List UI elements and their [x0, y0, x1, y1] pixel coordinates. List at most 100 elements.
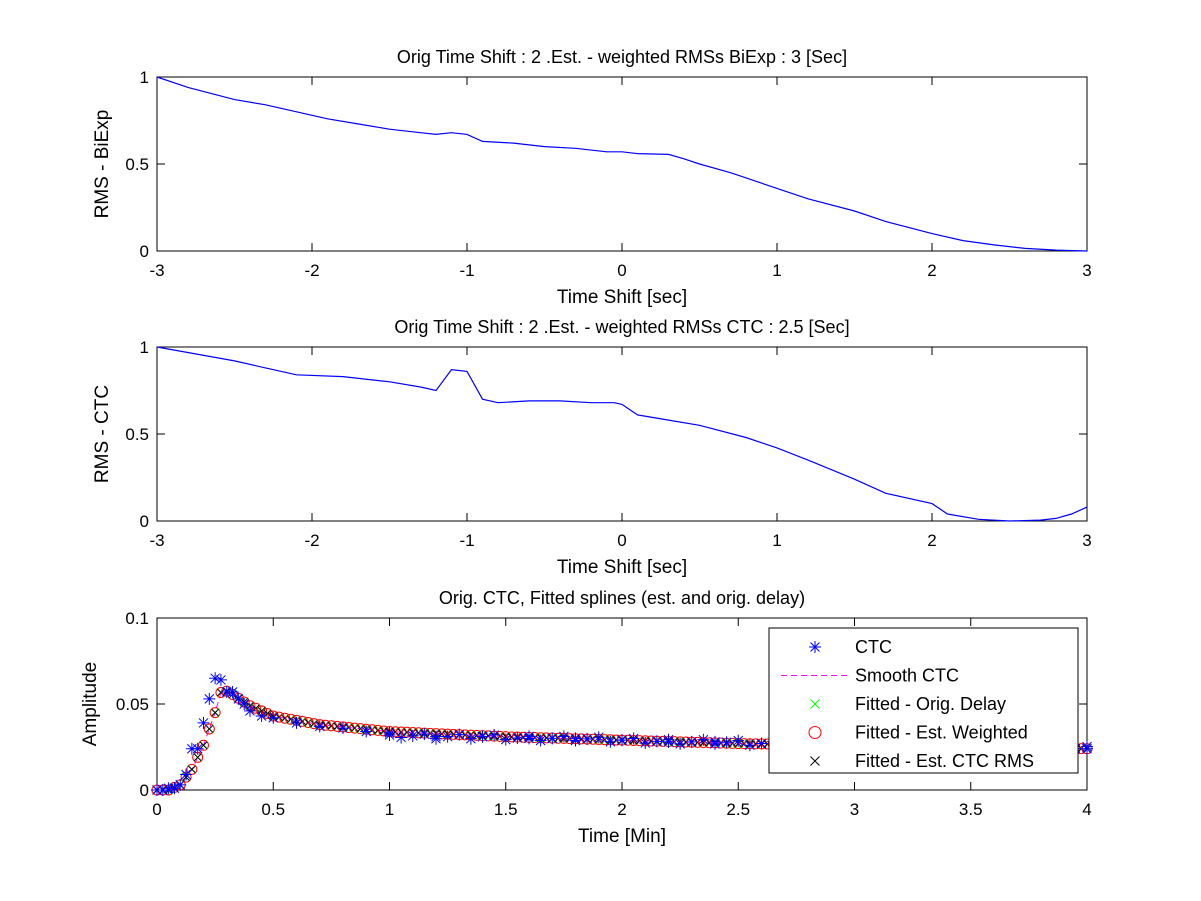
- ctc-point: [180, 768, 193, 781]
- chart-title: Orig. CTC, Fitted splines (est. and orig…: [439, 588, 805, 608]
- x-tick-label: 1: [772, 261, 781, 280]
- ctc-point: [226, 685, 239, 698]
- fitted-est-weighted-point: [203, 723, 215, 735]
- ctc-point: [755, 737, 768, 750]
- ctc-point: [674, 737, 687, 750]
- legend-label: Fitted - Orig. Delay: [855, 694, 1006, 714]
- x-tick-label: 2: [927, 531, 936, 550]
- chart-title: Orig Time Shift : 2 .Est. - weighted RMS…: [397, 47, 847, 67]
- legend-label: Smooth CTC: [855, 666, 959, 686]
- ctc-point: [214, 673, 227, 686]
- fitted-est-ctc-rms-point: [211, 708, 219, 717]
- legend-box: [768, 627, 1079, 774]
- legend-label: Fitted - Est. Weighted: [855, 723, 1028, 743]
- x-tick-label: 3: [850, 800, 859, 819]
- x-tick-label: 0: [152, 800, 161, 819]
- ctc-point: [418, 728, 431, 741]
- x-axis-label: Time Shift [sec]: [557, 287, 687, 308]
- ctc-point: [569, 734, 582, 747]
- x-tick-label: 1: [772, 531, 781, 550]
- ctc-point: [168, 782, 181, 795]
- x-tick-label: 2.5: [726, 800, 750, 819]
- y-tick-label: 0: [140, 781, 149, 800]
- ctc-point: [511, 731, 524, 744]
- y-axis-label: RMS - BiExp: [92, 110, 113, 219]
- y-tick-label: 0.1: [125, 609, 149, 628]
- x-tick-label: 0: [617, 531, 626, 550]
- y-tick-label: 0.05: [116, 695, 149, 714]
- ctc-point: [174, 778, 187, 791]
- ctc-point: [360, 725, 373, 738]
- ctc-point: [650, 735, 663, 748]
- ctc-point: [476, 730, 489, 743]
- ctc-point: [395, 731, 408, 744]
- y-tick-label: 0.5: [125, 425, 149, 444]
- ctc-point: [267, 711, 280, 724]
- ctc-point: [290, 716, 303, 729]
- legend-label: CTC: [855, 637, 892, 657]
- ctc-point: [255, 710, 268, 723]
- ctc-point: [209, 672, 222, 685]
- ctc-point: [534, 734, 547, 747]
- x-tick-label: -2: [304, 531, 319, 550]
- chart-3: 0 0.5 1 1.5 2 2.5 3 3.5 4 0 0.05 0.1 Orig. CTC, Fitt…: [80, 588, 1093, 847]
- ctc-point: [720, 736, 733, 749]
- ctc-point: [662, 733, 675, 746]
- x-axis-label: Time [Min]: [578, 826, 666, 847]
- fitted-est-ctc-rms-point: [193, 753, 202, 762]
- ctc-point: [604, 735, 617, 748]
- ctc-point: [464, 732, 477, 745]
- ctc-point: [197, 716, 210, 729]
- ctc-point: [430, 732, 442, 745]
- fitted-est-weighted-point: [261, 707, 273, 719]
- x-tick-label: 3: [1082, 531, 1091, 550]
- fitted-est-weighted-point: [198, 739, 209, 751]
- ctc-point: [499, 733, 512, 746]
- ctc-point: [244, 704, 256, 717]
- y-axis-label: RMS - CTC: [92, 385, 113, 483]
- ctc-point: [203, 692, 216, 705]
- x-tick-label: 0.5: [261, 800, 285, 819]
- y-tick-label: 1: [140, 68, 149, 87]
- x-tick-label: 1: [385, 800, 394, 819]
- y-tick-label: 0: [140, 512, 149, 531]
- ctc-point: [383, 726, 396, 739]
- y-tick-label: 0.5: [125, 155, 149, 174]
- ctc-point: [732, 734, 745, 747]
- ctc-point: [546, 732, 559, 745]
- ctc-point: [441, 730, 454, 743]
- fitted-est-weighted-point: [250, 702, 262, 714]
- legend: CTC Smooth CTC Fitted - Orig. Delay Fitted …: [768, 627, 1079, 774]
- ctc-point: [238, 698, 251, 710]
- ctc-point: [156, 784, 169, 796]
- x-tick-label: 3: [1082, 261, 1091, 280]
- y-tick-label: 1: [140, 338, 149, 357]
- ctc-point: [697, 733, 710, 746]
- x-tick-label: 2: [927, 261, 936, 280]
- fitted-est-ctc-rms-point: [437, 729, 446, 738]
- ctc-point: [592, 731, 605, 744]
- ctc-point: [639, 737, 652, 750]
- x-tick-label: 1.5: [494, 800, 518, 819]
- x-tick-label: 4: [1082, 800, 1091, 819]
- rms-series-line: [156, 76, 1088, 252]
- axes-frame: [156, 346, 1088, 522]
- ctc-point: [685, 735, 698, 748]
- chart-1: -3 -2 -1 0 1 2 3 0 0.5 1 Orig Time Shift : 2 .Est.…: [92, 47, 1092, 308]
- ctc-point: [581, 732, 594, 745]
- legend-orig-delay-marker: [810, 699, 820, 709]
- y-axis-label: Amplitude: [80, 662, 101, 747]
- ctc-point: [557, 730, 570, 743]
- ctc-point: [337, 722, 349, 735]
- axes-frame: [156, 76, 1088, 252]
- fitted-est-weighted-point: [738, 738, 750, 750]
- ctc-point: [627, 732, 640, 745]
- x-tick-label: 3.5: [959, 800, 983, 819]
- x-tick-label: 0: [617, 261, 626, 280]
- x-tick-label: -3: [149, 261, 164, 280]
- ctc-point: [488, 729, 501, 742]
- ctc-point: [453, 728, 466, 741]
- ctc-point: [1081, 740, 1093, 753]
- ctc-point: [232, 692, 245, 705]
